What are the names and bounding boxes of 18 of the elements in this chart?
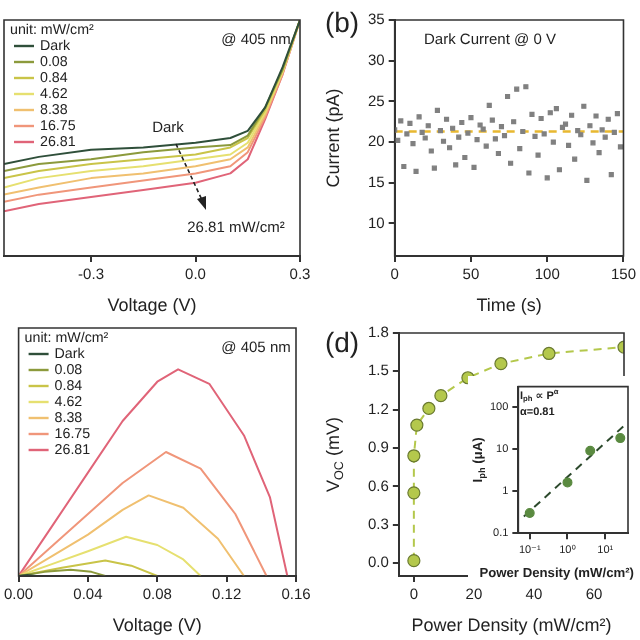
point xyxy=(615,433,626,444)
x-axis-title: Power Density (mW/cm²) xyxy=(411,614,612,635)
point xyxy=(410,418,424,432)
y-axis-title: Current (pA) xyxy=(322,88,343,188)
point xyxy=(422,401,436,416)
point xyxy=(542,346,556,361)
x-axis-title: Voltage (V) xyxy=(107,294,197,315)
point xyxy=(585,445,596,456)
point xyxy=(407,449,421,463)
point xyxy=(407,486,421,500)
point xyxy=(524,508,535,519)
x-axis-title: Time (s) xyxy=(476,294,542,315)
text: (d) xyxy=(324,325,360,358)
point xyxy=(494,357,508,371)
x-axis-title: Voltage (V) xyxy=(112,614,202,635)
point xyxy=(407,554,421,568)
text: (b) xyxy=(324,5,360,38)
point xyxy=(434,389,448,403)
